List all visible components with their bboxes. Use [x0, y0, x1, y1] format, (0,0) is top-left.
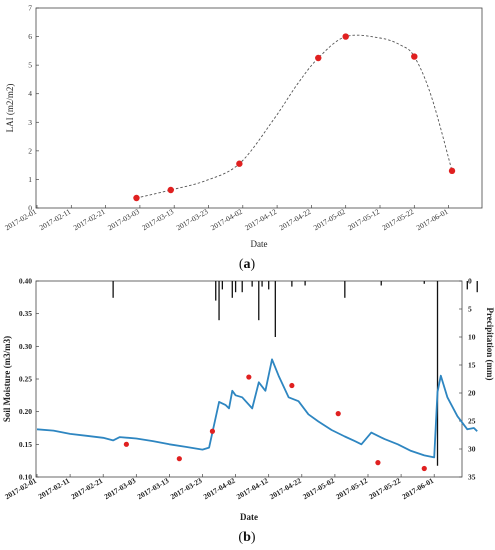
soil-x-axis: 2017-02-012017-02-112017-02-212017-03-03…	[3, 474, 435, 501]
x-tick-label: 2017-04-12	[243, 207, 278, 232]
x-tick-label: 2017-02-21	[69, 476, 104, 501]
x-tick-label: 2017-03-23	[175, 207, 210, 232]
y2-tick-label: 20	[468, 389, 476, 398]
x-tick-label: 2017-03-13	[136, 476, 171, 501]
x-tick-label: 2017-03-13	[140, 207, 175, 232]
soil-moisture-point	[335, 411, 341, 417]
y2-tick-label: 15	[468, 361, 476, 370]
soil-moisture-point	[375, 460, 381, 466]
soil-moisture-point	[246, 374, 252, 380]
x-tick-label: 2017-04-02	[202, 476, 237, 501]
y-tick-label: 0.15	[19, 440, 32, 449]
soil-moisture-line	[36, 358, 478, 459]
soil-y-axis-label: Soil Moisture (m3/m3)	[2, 336, 12, 422]
soil-moisture-points	[123, 374, 427, 472]
lai-point	[133, 194, 140, 202]
x-tick-label: 2017-05-02	[301, 476, 336, 501]
soil-moisture-point	[289, 382, 295, 389]
lai-point	[315, 54, 322, 62]
x-tick-label: 2017-05-12	[346, 207, 381, 232]
soil-moisture-y-axis: 0.10 0.15 0.20 0.25 0.30 0.35 0.40	[19, 277, 39, 482]
y-tick-label: 0.30	[19, 342, 32, 351]
soil-moisture-point	[421, 465, 427, 472]
lai-point	[167, 186, 174, 194]
lai-plot-frame	[35, 7, 483, 209]
x-tick-label: 2017-04-12	[235, 476, 270, 501]
y-tick-label: 7	[28, 4, 32, 13]
y2-tick-label: 5	[468, 305, 472, 314]
x-tick-label: 2017-04-02	[209, 207, 244, 232]
y-tick-label: 0.20	[19, 407, 32, 416]
precipitation-bars	[112, 281, 478, 466]
lai-point	[342, 33, 349, 40]
lai-fit-curve	[136, 34, 453, 199]
x-tick-label: 2017-06-01	[415, 207, 450, 232]
lai-point	[448, 167, 456, 175]
y-tick-label: 2	[28, 146, 32, 155]
lai-y-axis: 0 1 2 3 4 5 6 7	[28, 4, 39, 213]
y-tick-label: 4	[28, 89, 32, 98]
lai-x-axis-label: Date	[251, 239, 268, 249]
y-tick-label: 3	[28, 118, 32, 127]
x-tick-label: 2017-02-11	[38, 207, 73, 232]
y-tick-label: 0.10	[19, 473, 32, 482]
soil-moisture-point	[123, 441, 129, 447]
y-tick-label: 0.40	[19, 277, 32, 286]
lai-point	[236, 160, 243, 167]
lai-y-axis-label: LAI (m2/m2)	[5, 84, 15, 133]
y-tick-label: 0.35	[19, 309, 32, 318]
x-tick-label: 2017-06-01	[400, 476, 435, 501]
y2-tick-label: 10	[468, 333, 476, 342]
caption-a-letter: a	[244, 257, 251, 272]
soil-x-axis-label: Date	[240, 512, 258, 522]
caption-b-letter: b	[243, 530, 251, 545]
x-tick-label: 2017-02-01	[3, 207, 38, 232]
y-tick-label: 1	[28, 175, 32, 184]
precipitation-axis-label: Precipitation (mm)	[485, 307, 495, 380]
x-tick-label: 2017-05-12	[334, 476, 369, 501]
soil-moisture-chart: 0.10 0.15 0.20 0.25 0.30 0.35 0.40 0 5 10 15 20 25 3…	[2, 277, 495, 546]
caption-b: (b)	[238, 530, 255, 545]
x-tick-label: 2017-04-22	[268, 476, 303, 501]
lai-points	[133, 33, 456, 202]
x-tick-label: 2017-02-21	[72, 207, 107, 232]
y-tick-label: 0.25	[19, 375, 32, 384]
precipitation-y-axis: 0 5 10 15 20 25 30 35	[459, 277, 476, 482]
x-tick-label: 2017-03-03	[102, 476, 137, 501]
y2-tick-label: 35	[468, 473, 476, 482]
y-tick-label: 5	[28, 61, 32, 70]
soil-moisture-point	[176, 456, 182, 462]
x-tick-label: 2017-05-22	[367, 476, 402, 501]
lai-x-axis: 2017-02-01 2017-02-11 2017-02-21 2017-03-03…	[3, 205, 450, 232]
y2-tick-label: 30	[468, 445, 476, 454]
caption-a: (a)	[239, 257, 256, 272]
y-tick-label: 0	[28, 204, 32, 213]
y-tick-label: 6	[28, 32, 32, 41]
x-tick-label: 2017-02-11	[37, 476, 72, 501]
x-tick-label: 2017-04-22	[278, 207, 313, 232]
y2-tick-label: 25	[468, 417, 476, 426]
x-tick-label: 2017-05-22	[380, 207, 415, 232]
x-tick-label: 2017-03-03	[106, 207, 141, 232]
y2-tick-label: 0	[468, 277, 472, 286]
lai-point	[411, 53, 418, 60]
soil-moisture-point	[209, 428, 216, 434]
x-tick-label: 2017-05-02	[312, 207, 347, 232]
x-tick-label: 2017-03-23	[169, 476, 204, 501]
